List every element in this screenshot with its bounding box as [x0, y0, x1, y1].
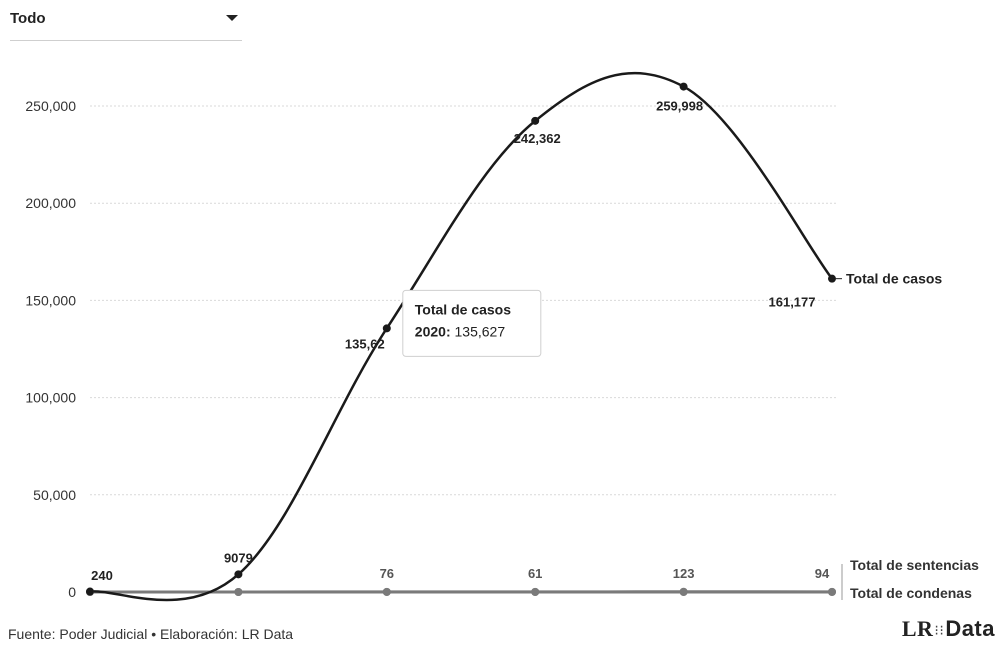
- data-label: 9079: [224, 550, 253, 565]
- data-label: 123: [673, 566, 695, 581]
- legend-label-sentencias: Total de sentencias: [850, 557, 979, 573]
- data-point[interactable]: [382, 587, 391, 596]
- data-label: 61: [528, 566, 542, 581]
- tooltip-value: 2020: 135,627: [415, 323, 506, 339]
- data-point[interactable]: [234, 588, 243, 596]
- data-point[interactable]: [531, 587, 540, 596]
- y-tick-label: 100,000: [25, 390, 76, 406]
- logo-data: Data: [945, 616, 995, 641]
- data-label: 94: [815, 566, 830, 581]
- filter-dropdown[interactable]: Todo: [10, 6, 242, 41]
- chevron-down-icon: [226, 15, 238, 21]
- filter-selected-label: Todo: [10, 10, 46, 27]
- data-point[interactable]: [679, 82, 688, 91]
- y-tick-label: 0: [68, 584, 76, 600]
- footer-source: Fuente: Poder Judicial • Elaboración: LR…: [8, 626, 294, 642]
- logo-lr: LR: [901, 616, 934, 641]
- y-tick-label: 50,000: [33, 487, 76, 503]
- legend-label-condenas: Total de condenas: [850, 585, 972, 601]
- data-point[interactable]: [382, 324, 391, 333]
- data-point[interactable]: [679, 587, 688, 596]
- y-tick-label: 250,000: [25, 98, 76, 114]
- y-tick-label: 150,000: [25, 292, 76, 308]
- data-label: 242,362: [514, 131, 561, 146]
- lr-data-logo: LR⁝⁝Data: [902, 616, 995, 642]
- data-label: 259,998: [656, 99, 703, 114]
- data-label: 240: [91, 568, 113, 583]
- legend-label-casos: Total de casos: [846, 271, 942, 287]
- y-tick-label: 200,000: [25, 195, 76, 211]
- data-point[interactable]: [234, 570, 243, 579]
- tooltip-title: Total de casos: [415, 301, 511, 317]
- data-label: 135,62: [345, 336, 385, 351]
- data-label: 161,177: [769, 295, 816, 310]
- data-point[interactable]: [86, 587, 94, 596]
- logo-grid-icon: ⁝⁝: [934, 621, 945, 638]
- tooltip-box: [402, 289, 542, 357]
- data-point[interactable]: [531, 116, 540, 125]
- data-point[interactable]: [828, 274, 836, 283]
- data-point[interactable]: [828, 587, 836, 596]
- data-label: 76: [380, 566, 394, 581]
